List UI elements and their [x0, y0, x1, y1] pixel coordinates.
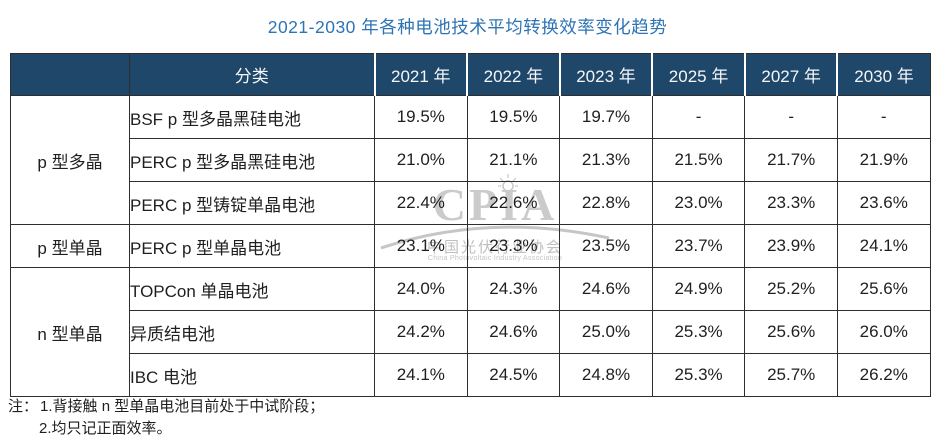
efficiency-cell: 23.1% — [374, 224, 468, 268]
efficiency-cell: 24.2% — [374, 310, 468, 354]
efficiency-cell: 25.6% — [744, 310, 838, 354]
efficiency-cell: 21.9% — [836, 138, 931, 182]
header-category: 分类 — [129, 53, 375, 96]
efficiency-cell: 19.7% — [559, 95, 653, 139]
tech-name: PERC p 型多晶黑硅电池 — [129, 138, 375, 182]
efficiency-cell: 26.0% — [836, 310, 931, 354]
note-prefix: 注： — [8, 398, 39, 415]
efficiency-cell: 23.3% — [744, 181, 838, 225]
group-label-p-mono: p 型单晶 — [10, 224, 130, 268]
table-row: p 型单晶 PERC p 型单晶电池 23.1% 23.3% 23.5% 23.… — [10, 224, 931, 268]
efficiency-cell: 24.6% — [466, 310, 561, 354]
efficiency-cell: 19.5% — [374, 95, 468, 139]
efficiency-cell: 24.1% — [836, 224, 931, 268]
tech-name: PERC p 型单晶电池 — [129, 224, 375, 268]
efficiency-cell: 26.2% — [836, 353, 931, 397]
efficiency-table: 分类 2021 年 2022 年 2023 年 2025 年 2027 年 20… — [10, 53, 931, 397]
efficiency-cell: 25.2% — [744, 267, 838, 311]
tech-name: IBC 电池 — [129, 353, 375, 397]
efficiency-cell: 24.8% — [559, 353, 653, 397]
efficiency-cell: 24.6% — [559, 267, 653, 311]
efficiency-cell: 25.6% — [836, 267, 931, 311]
header-empty-cell — [10, 53, 130, 96]
header-year-2030: 2030 年 — [836, 53, 931, 96]
efficiency-cell: 22.8% — [559, 181, 653, 225]
header-row: 分类 2021 年 2022 年 2023 年 2025 年 2027 年 20… — [10, 53, 931, 96]
efficiency-cell: 23.6% — [836, 181, 931, 225]
header-year-2023: 2023 年 — [558, 53, 653, 96]
tech-name: BSF p 型多晶黑硅电池 — [129, 95, 375, 139]
efficiency-cell: 25.0% — [559, 310, 653, 354]
note-text: 1.背接触 n 型单晶电池目前处于中试阶段； — [40, 398, 325, 415]
header-year-2027: 2027 年 — [743, 53, 838, 96]
group-label-p-multi: p 型多晶 — [10, 95, 130, 225]
efficiency-cell: 25.3% — [651, 353, 746, 397]
efficiency-cell: 22.4% — [374, 181, 468, 225]
efficiency-cell: 19.5% — [466, 95, 561, 139]
efficiency-cell: 23.7% — [651, 224, 746, 268]
footnotes: 注： 1.背接触 n 型单晶电池目前处于中试阶段； 2.均只记正面效率。 — [8, 396, 324, 440]
table-row: 异质结电池 24.2% 24.6% 25.0% 25.3% 25.6% 26.0… — [11, 310, 931, 354]
efficiency-cell: 22.6% — [466, 181, 561, 225]
efficiency-cell: 21.7% — [744, 138, 838, 182]
efficiency-cell: 25.3% — [651, 310, 746, 354]
tech-name: PERC p 型铸锭单晶电池 — [129, 181, 375, 225]
note-line-1: 注： 1.背接触 n 型单晶电池目前处于中试阶段； — [8, 396, 324, 418]
table-row: n 型单晶 TOPCon 单晶电池 24.0% 24.3% 24.6% 24.9… — [10, 267, 931, 397]
efficiency-cell: 21.5% — [651, 138, 746, 182]
header-year-2025: 2025 年 — [651, 53, 746, 96]
group-label-n-mono: n 型单晶 — [10, 267, 130, 397]
efficiency-cell: 23.9% — [744, 224, 838, 268]
efficiency-cell: 25.7% — [744, 353, 838, 397]
table-row: IBC 电池 24.1% 24.5% 24.8% 25.3% 25.7% 26.… — [11, 353, 931, 397]
efficiency-cell: 24.5% — [466, 353, 561, 397]
efficiency-cell: 24.0% — [374, 267, 468, 311]
efficiency-cell: 23.5% — [559, 224, 653, 268]
efficiency-cell: 23.0% — [651, 181, 746, 225]
efficiency-cell: - — [651, 95, 746, 139]
efficiency-cell: 24.9% — [651, 267, 746, 311]
efficiency-cell: - — [744, 95, 838, 139]
efficiency-cell: 21.3% — [559, 138, 653, 182]
header-year-2021: 2021 年 — [373, 53, 468, 96]
table-row: p 型多晶 BSF p 型多晶黑硅电池 19.5% 19.5% 19.7% - … — [10, 95, 931, 225]
note-text: 2.均只记正面效率。 — [39, 420, 172, 437]
table-row: PERC p 型多晶黑硅电池 21.0% 21.1% 21.3% 21.5% 2… — [11, 138, 931, 182]
page-title: 2021-2030 年各种电池技术平均转换效率变化趋势 — [267, 17, 668, 37]
note-line-2: 2.均只记正面效率。 — [8, 418, 324, 440]
tech-name: 异质结电池 — [129, 310, 375, 354]
efficiency-cell: 21.0% — [374, 138, 468, 182]
efficiency-cell: - — [836, 95, 931, 139]
table-row: PERC p 型铸锭单晶电池 22.4% 22.6% 22.8% 23.0% 2… — [11, 181, 931, 225]
efficiency-cell: 21.1% — [466, 138, 561, 182]
header-year-2022: 2022 年 — [466, 53, 561, 96]
efficiency-cell: 24.3% — [466, 267, 561, 311]
efficiency-cell: 23.3% — [466, 224, 561, 268]
tech-name: TOPCon 单晶电池 — [129, 267, 375, 311]
efficiency-cell: 24.1% — [374, 353, 468, 397]
